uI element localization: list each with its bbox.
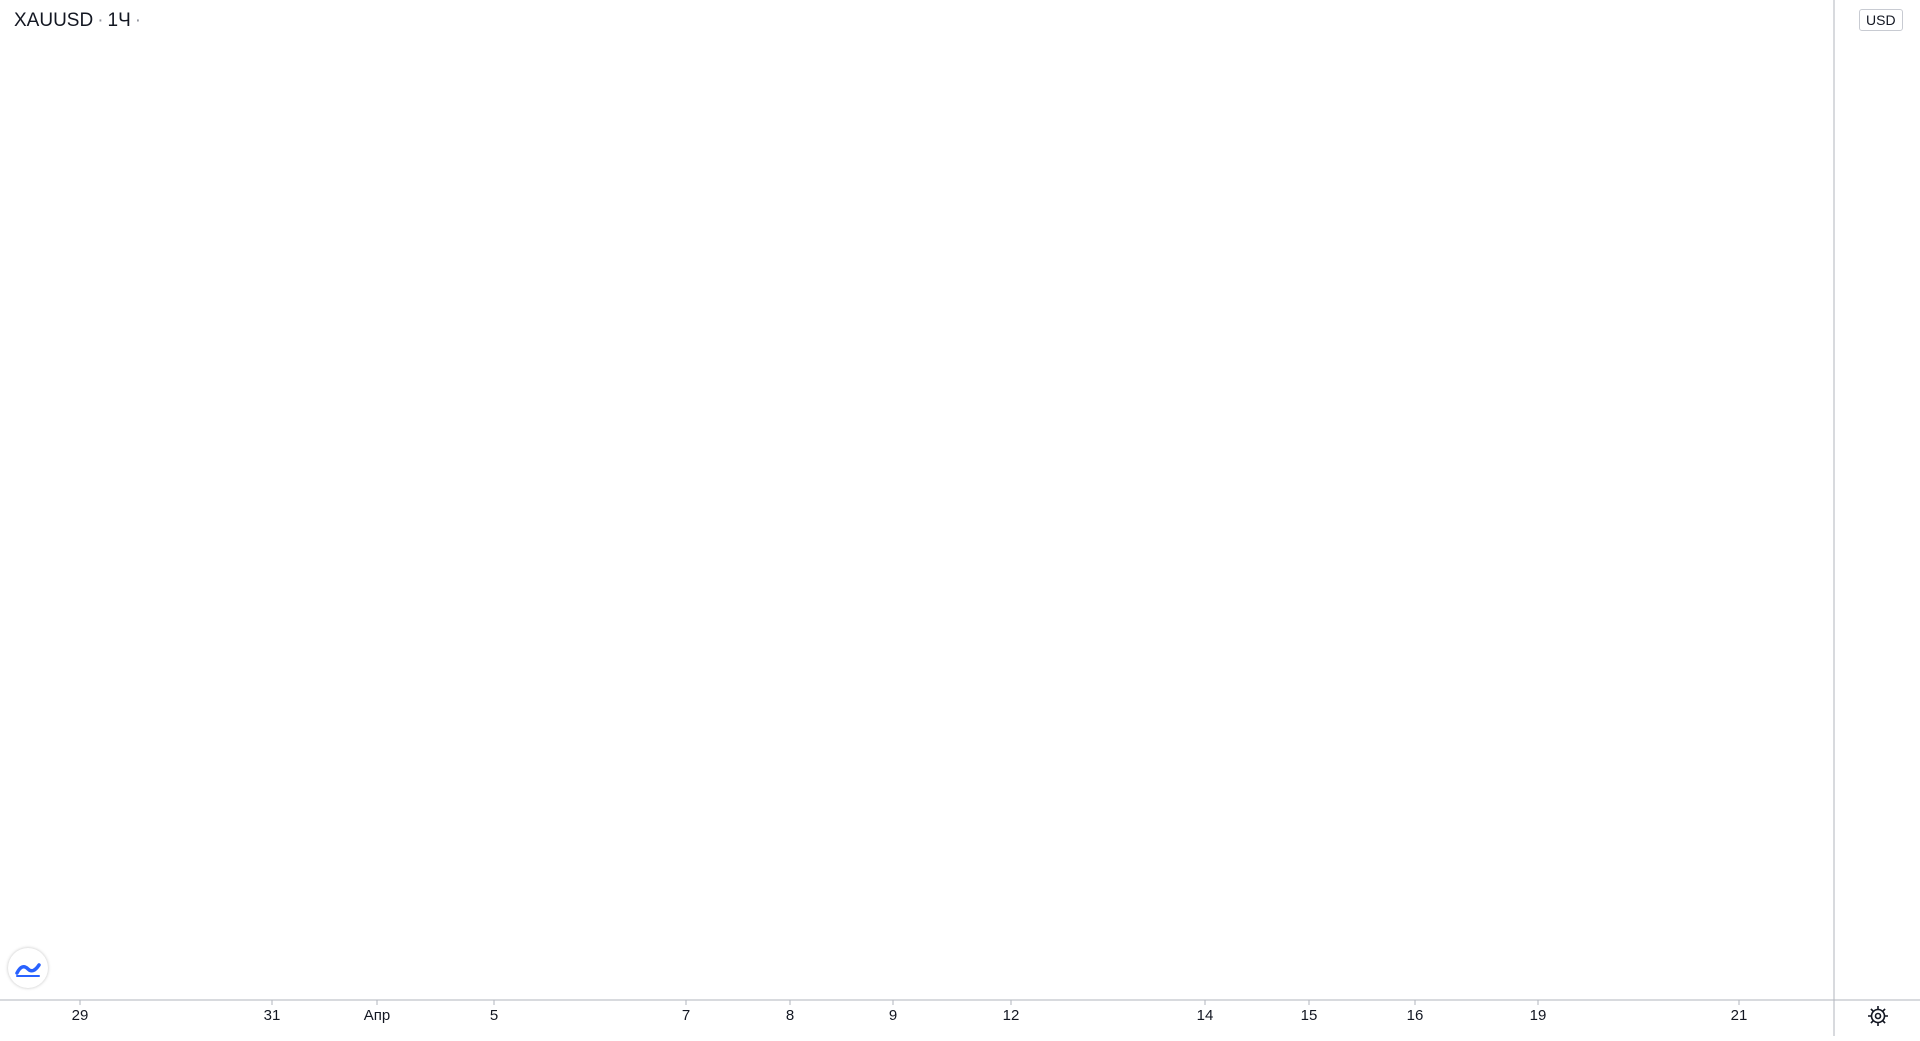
x-tick-label: 16	[1407, 1007, 1424, 1024]
x-tick-label: Апр	[364, 1007, 390, 1024]
x-tick-label: 14	[1197, 1007, 1214, 1024]
x-tick-label: 21	[1731, 1007, 1748, 1024]
title-trail: ·	[134, 10, 142, 31]
time-axis-background	[0, 1000, 1920, 1036]
x-tick-label: 7	[682, 1007, 690, 1024]
symbol-name: XAUUSD	[14, 10, 94, 31]
x-tick-label: 5	[490, 1007, 498, 1024]
settings-gear-icon[interactable]	[1866, 1004, 1890, 1028]
symbol-title[interactable]: XAUUSD · 1Ч ·	[14, 10, 145, 32]
x-tick-label: 9	[889, 1007, 897, 1024]
x-tick-label: 31	[264, 1007, 281, 1024]
tradingview-logo-icon[interactable]	[8, 948, 48, 988]
currency-badge[interactable]: USD	[1859, 9, 1903, 31]
price-axis-background	[1834, 0, 1920, 1036]
title-separator: ·	[97, 10, 104, 31]
x-tick-label: 19	[1530, 1007, 1547, 1024]
x-tick-label: 29	[72, 1007, 89, 1024]
x-tick-label: 8	[786, 1007, 794, 1024]
x-tick-label: 12	[1003, 1007, 1020, 1024]
x-tick-label: 15	[1301, 1007, 1318, 1024]
interval-label: 1Ч	[107, 10, 131, 31]
